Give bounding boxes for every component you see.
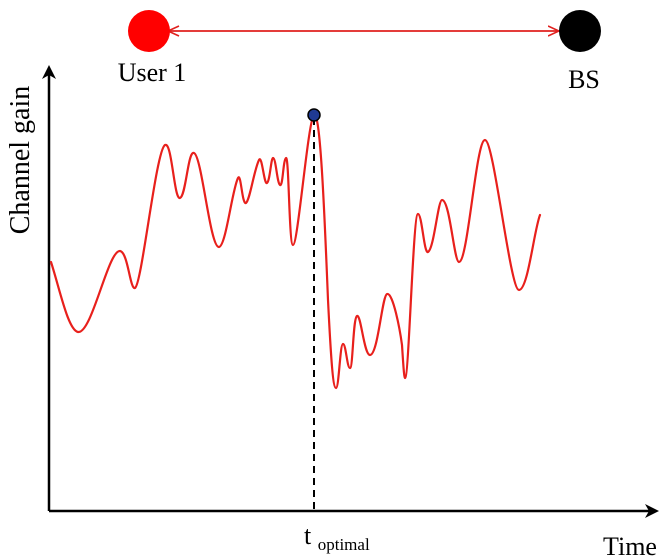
optimal-time-label-sub: optimal	[318, 535, 370, 554]
link-group: User 1 BS	[118, 10, 601, 94]
x-axis-label: Time	[603, 532, 657, 559]
optimal-time-label: t optimal	[304, 521, 370, 554]
bs-label: BS	[568, 65, 600, 94]
channel-gain-curve	[49, 113, 542, 390]
y-axis-label: Channel gain	[5, 86, 36, 235]
optimal-time-label-main: t	[304, 521, 312, 550]
optimal-marker-group: t optimal	[304, 118, 370, 554]
axes-group: Channel gain Time	[5, 65, 659, 559]
bs-node-icon	[559, 10, 601, 52]
user-node-icon	[128, 10, 170, 52]
user-label: User 1	[118, 58, 187, 87]
peak-point-icon	[307, 108, 321, 122]
